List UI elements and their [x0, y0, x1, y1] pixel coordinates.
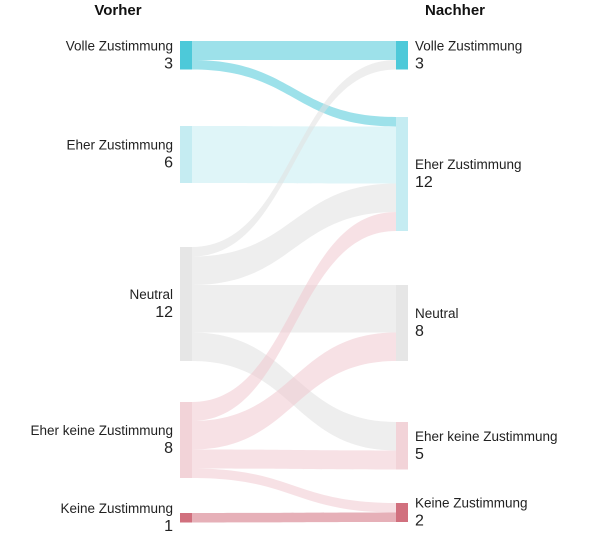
node-R_volle: [396, 41, 408, 70]
nodes-group: [180, 41, 408, 523]
flows-group: [192, 41, 396, 523]
flow-L_eherkeine-to-R_neutral: [192, 332, 396, 450]
node-value-L_keine: 1: [164, 518, 173, 535]
node-value-R_eher: 12: [415, 174, 433, 191]
column-title-nachher: Nachher: [425, 2, 485, 19]
node-value-R_neutral: 8: [415, 323, 424, 340]
node-value-L_neutral: 12: [155, 304, 173, 321]
node-label-R_neutral: Neutral: [415, 306, 459, 321]
node-R_keine: [396, 503, 408, 522]
node-value-R_keine: 2: [415, 513, 424, 530]
node-value-L_volle: 3: [164, 55, 173, 72]
node-R_eher: [396, 117, 408, 231]
node-value-R_volle: 3: [415, 55, 424, 72]
flow-L_neutral-to-R_volle: [192, 60, 396, 257]
node-value-L_eherkeine: 8: [164, 440, 173, 457]
flow-L_eherkeine-to-R_eher: [192, 212, 396, 421]
flow-L_eherkeine-to-R_keine: [192, 468, 396, 513]
flow-L_volle-to-R_volle: [192, 41, 396, 60]
flow-L_keine-to-R_keine: [192, 512, 396, 523]
node-label-L_volle: Volle Zustimmung: [66, 38, 173, 53]
labels-group: Volle Zustimmung 3 Eher Zustimmung 6 Neutral…: [30, 38, 557, 535]
node-label-R_eher: Eher Zustimmung: [415, 157, 522, 172]
flow-L_neutral-to-R_eher: [192, 183, 396, 285]
column-title-vorher: Vorher: [94, 2, 141, 19]
node-R_neutral: [396, 285, 408, 361]
node-label-R_eherkeine: Eher keine Zustimmung: [415, 429, 558, 444]
node-label-L_keine: Keine Zustimmung: [60, 501, 173, 516]
node-L_volle: [180, 41, 192, 70]
node-label-L_eher: Eher Zustimmung: [66, 138, 173, 153]
node-L_eherkeine: [180, 402, 192, 478]
node-value-L_eher: 6: [164, 155, 173, 172]
node-L_keine: [180, 513, 192, 523]
node-label-L_eherkeine: Eher keine Zustimmung: [30, 423, 173, 438]
flow-L_volle-to-R_eher: [192, 60, 396, 127]
node-value-R_eherkeine: 5: [415, 446, 424, 463]
node-L_eher: [180, 126, 192, 183]
flow-L_eherkeine-to-R_eherkeine: [192, 449, 396, 470]
node-L_neutral: [180, 247, 192, 361]
node-R_eherkeine: [396, 422, 408, 470]
node-label-R_keine: Keine Zustimmung: [415, 496, 528, 511]
node-label-L_neutral: Neutral: [129, 287, 173, 302]
node-label-R_volle: Volle Zustimmung: [415, 38, 522, 53]
